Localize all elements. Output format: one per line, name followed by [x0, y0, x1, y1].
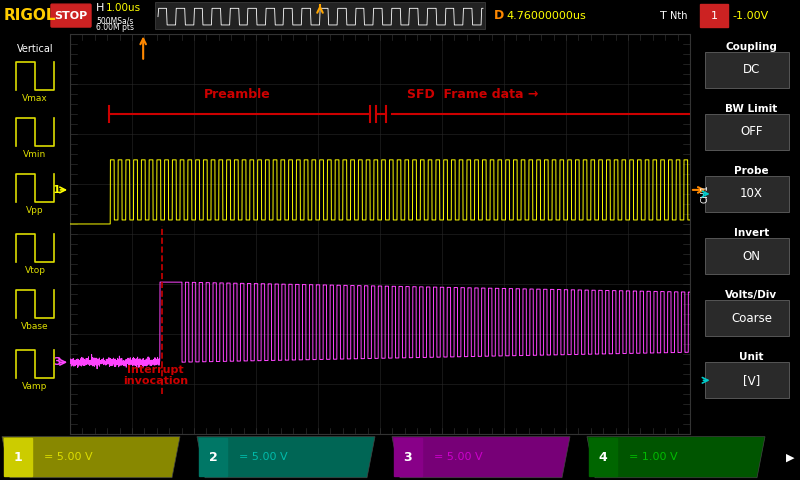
Bar — [705, 238, 789, 274]
Bar — [589, 438, 617, 476]
Bar — [155, 2, 485, 29]
Polygon shape — [392, 437, 570, 478]
Text: T: T — [660, 11, 666, 21]
Bar — [705, 362, 789, 398]
Text: ▶: ▶ — [786, 452, 794, 462]
Polygon shape — [197, 437, 375, 478]
Text: 3: 3 — [53, 357, 61, 367]
Text: Nth: Nth — [670, 11, 687, 21]
Bar — [700, 4, 728, 27]
Text: Vmax: Vmax — [22, 94, 48, 103]
Text: = 5.00 V: = 5.00 V — [434, 452, 482, 462]
Bar — [705, 114, 789, 150]
Text: Unit: Unit — [739, 352, 764, 362]
FancyBboxPatch shape — [51, 4, 91, 27]
Text: 1: 1 — [710, 11, 718, 21]
Bar — [705, 300, 789, 336]
Text: 1: 1 — [53, 185, 61, 195]
Text: Vpp: Vpp — [26, 206, 44, 215]
Text: Invert: Invert — [734, 228, 769, 238]
Polygon shape — [2, 437, 180, 478]
Text: BW Limit: BW Limit — [726, 104, 778, 114]
Text: 3: 3 — [404, 451, 412, 464]
Text: Probe: Probe — [734, 166, 769, 176]
Text: Vtop: Vtop — [25, 266, 46, 275]
Text: Coarse: Coarse — [731, 312, 772, 324]
Text: Vertical: Vertical — [17, 44, 54, 54]
Text: Vamp: Vamp — [22, 382, 48, 391]
Text: DC: DC — [742, 63, 760, 76]
Text: STOP: STOP — [54, 11, 88, 21]
Text: Preamble: Preamble — [204, 88, 270, 101]
Bar — [394, 438, 422, 476]
Text: 500MSa/s: 500MSa/s — [96, 16, 134, 25]
Text: Vbase: Vbase — [21, 322, 49, 331]
Text: 4: 4 — [598, 451, 607, 464]
Text: = 5.00 V: = 5.00 V — [239, 452, 288, 462]
Bar — [199, 438, 227, 476]
Text: SFD  Frame data →: SFD Frame data → — [407, 88, 538, 101]
Text: 1.00us: 1.00us — [106, 3, 141, 13]
Text: = 5.00 V: = 5.00 V — [44, 452, 93, 462]
Text: Interrupt
invocation: Interrupt invocation — [123, 365, 188, 386]
Text: Volts/Div: Volts/Div — [726, 290, 778, 300]
Text: 2: 2 — [209, 451, 218, 464]
Text: ON: ON — [742, 250, 760, 263]
Text: D: D — [494, 9, 504, 22]
Text: Vmin: Vmin — [23, 150, 46, 159]
Bar — [705, 176, 789, 212]
Text: RIGOL: RIGOL — [4, 8, 57, 23]
Bar — [705, 52, 789, 88]
Text: 6.00M pts: 6.00M pts — [96, 23, 134, 32]
Text: Coupling: Coupling — [726, 42, 778, 52]
Text: OFF: OFF — [740, 125, 762, 138]
Text: = 1.00 V: = 1.00 V — [629, 452, 678, 462]
Text: [V]: [V] — [742, 374, 760, 387]
Polygon shape — [587, 437, 765, 478]
Text: 1: 1 — [14, 451, 22, 464]
Text: 4.76000000us: 4.76000000us — [506, 11, 586, 21]
Text: -1.00V: -1.00V — [732, 11, 768, 21]
Text: CH1: CH1 — [701, 184, 710, 204]
Bar — [4, 438, 32, 476]
Text: 10X: 10X — [740, 187, 763, 201]
Text: H: H — [96, 3, 104, 13]
